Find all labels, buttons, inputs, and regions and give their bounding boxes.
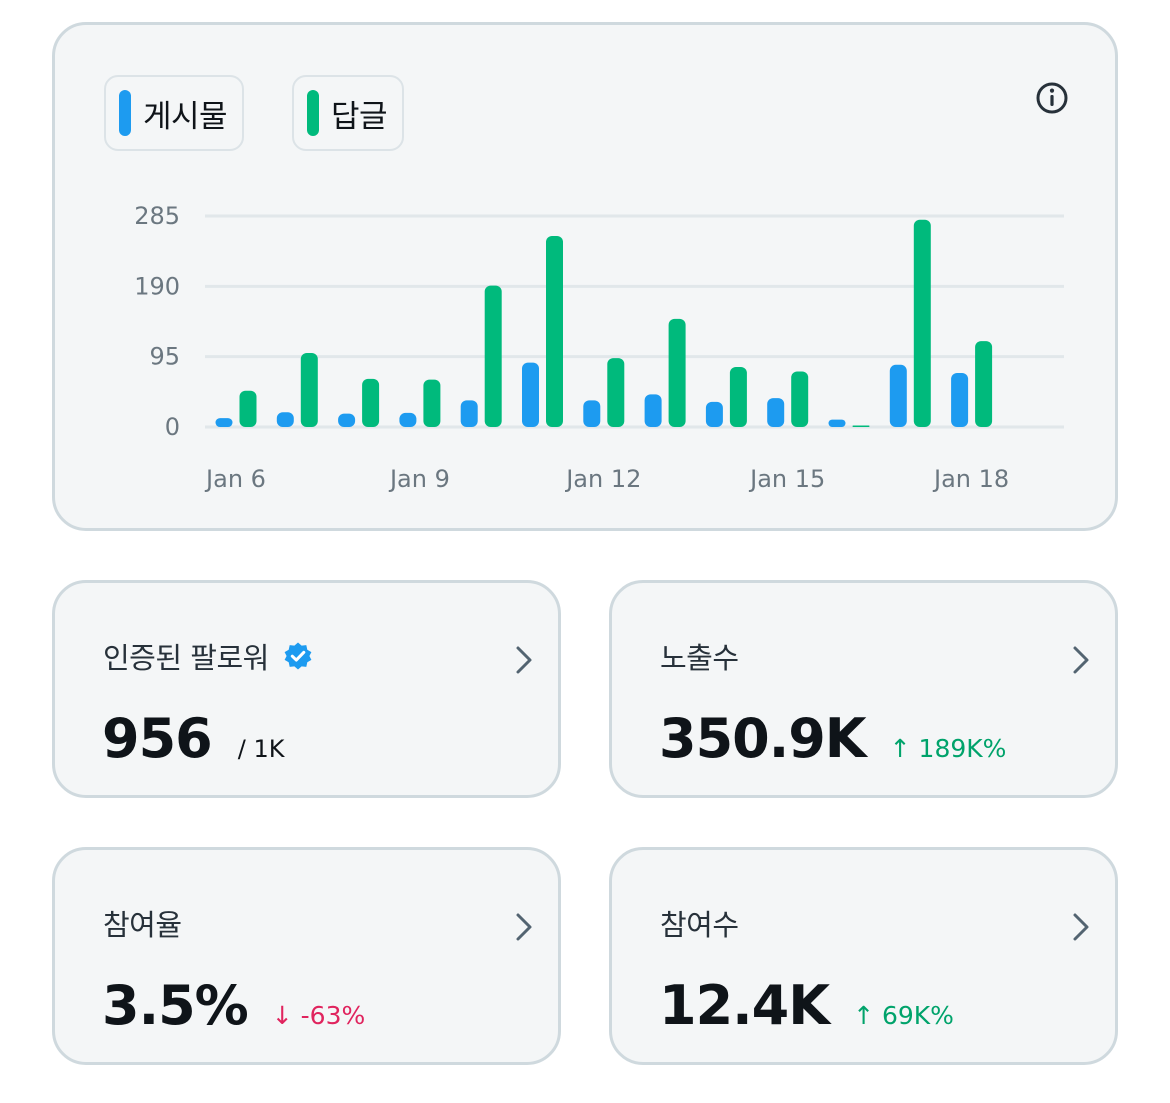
bar-replies-12[interactable] <box>913 219 931 427</box>
legend-posts-label: 게시물 <box>143 98 228 135</box>
impressions-value-row: 350.9K ↑ 189K% <box>659 704 1006 784</box>
y-tick-label: 0 <box>165 413 180 441</box>
bar-posts-1[interactable] <box>215 418 233 427</box>
y-tick-label: 190 <box>134 272 180 300</box>
activity-chart-card: 0 95 190 285 Jan 6 Jan 9 Jan 12 Jan 15 Jan 18 게시… <box>52 22 1118 531</box>
legend-replies-chip[interactable]: 답글 <box>292 75 404 151</box>
verified-followers-value-row: 956 / 1K <box>102 704 284 784</box>
x-tick-label: Jan 9 <box>388 465 450 493</box>
bar-replies-1[interactable] <box>239 390 257 427</box>
chevron-right-icon <box>516 646 532 674</box>
engagements-value: 12.4K <box>659 974 830 1037</box>
bar-posts-12[interactable] <box>889 364 907 427</box>
impressions-value: 350.9K <box>659 707 867 770</box>
bar-replies-13[interactable] <box>975 341 993 427</box>
impressions-change: ↑ 189K% <box>889 734 1007 763</box>
bar-replies-7[interactable] <box>607 358 625 427</box>
bar-posts-4[interactable] <box>399 412 417 427</box>
bar-replies-2[interactable] <box>300 352 318 427</box>
y-tick-label: 285 <box>134 202 180 230</box>
activity-bar-chart: 0 95 190 285 Jan 6 Jan 9 Jan 12 Jan 15 Jan 18 <box>134 202 1064 493</box>
verified-followers-title: 인증된 팔로워 <box>103 635 313 677</box>
engagements-card[interactable]: 참여수 12.4K ↑ 69K% <box>609 847 1118 1065</box>
engagement-rate-change: ↓ -63% <box>271 1001 366 1030</box>
bar-posts-11[interactable] <box>828 419 846 427</box>
bar-posts-3[interactable] <box>338 413 356 427</box>
impressions-title: 노출수 <box>660 635 739 677</box>
engagements-label: 참여수 <box>660 908 739 942</box>
bar-replies-5[interactable] <box>484 285 502 427</box>
verified-followers-value: 956 <box>102 707 213 770</box>
impressions-card[interactable]: 노출수 350.9K ↑ 189K% <box>609 580 1118 798</box>
bar-posts-7[interactable] <box>583 400 601 427</box>
verified-badge-icon <box>284 642 312 670</box>
verified-followers-card[interactable]: 인증된 팔로워 956 / 1K <box>52 580 561 798</box>
bar-posts-8[interactable] <box>644 394 662 427</box>
chevron-right-icon <box>516 913 532 941</box>
legend-replies-label: 답글 <box>331 98 388 135</box>
bar-posts-6[interactable] <box>522 362 539 427</box>
engagements-title: 참여수 <box>660 902 739 944</box>
verified-followers-label: 인증된 팔로워 <box>103 641 269 675</box>
engagements-change: ↑ 69K% <box>853 1001 954 1030</box>
info-icon[interactable] <box>1035 81 1069 115</box>
bar-replies-6[interactable] <box>546 235 563 427</box>
bar-replies-4[interactable] <box>423 379 441 427</box>
bar-replies-9[interactable] <box>729 367 747 427</box>
engagement-rate-value-row: 3.5% ↓ -63% <box>102 971 365 1051</box>
engagement-rate-card[interactable]: 참여율 3.5% ↓ -63% <box>52 847 561 1065</box>
x-tick-label: Jan 18 <box>932 465 1009 493</box>
chevron-right-icon <box>1073 646 1089 674</box>
bar-posts-9[interactable] <box>705 401 723 427</box>
chevron-right-icon <box>1073 913 1089 941</box>
bar-posts-13[interactable] <box>951 372 969 427</box>
x-tick-label: Jan 6 <box>204 465 266 493</box>
engagement-rate-label: 참여율 <box>103 908 182 942</box>
y-tick-label: 95 <box>149 343 180 371</box>
bar-posts-2[interactable] <box>276 412 294 427</box>
legend-posts-chip[interactable]: 게시물 <box>104 75 244 151</box>
bar-replies-10[interactable] <box>791 371 809 427</box>
bar-posts-10[interactable] <box>767 398 785 427</box>
x-tick-label: Jan 12 <box>564 465 641 493</box>
engagement-rate-title: 참여율 <box>103 902 182 944</box>
bar-replies-3[interactable] <box>362 378 380 427</box>
legend-replies-swatch <box>307 90 319 136</box>
engagements-value-row: 12.4K ↑ 69K% <box>659 971 954 1051</box>
bar-replies-11[interactable] <box>852 425 870 427</box>
x-tick-label: Jan 15 <box>748 465 825 493</box>
legend-posts-swatch <box>119 90 131 136</box>
engagement-rate-value: 3.5% <box>102 974 249 1037</box>
bar-replies-8[interactable] <box>668 318 686 427</box>
verified-followers-goal: / 1K <box>237 735 285 763</box>
impressions-label: 노출수 <box>660 641 739 675</box>
bar-posts-5[interactable] <box>460 400 478 427</box>
